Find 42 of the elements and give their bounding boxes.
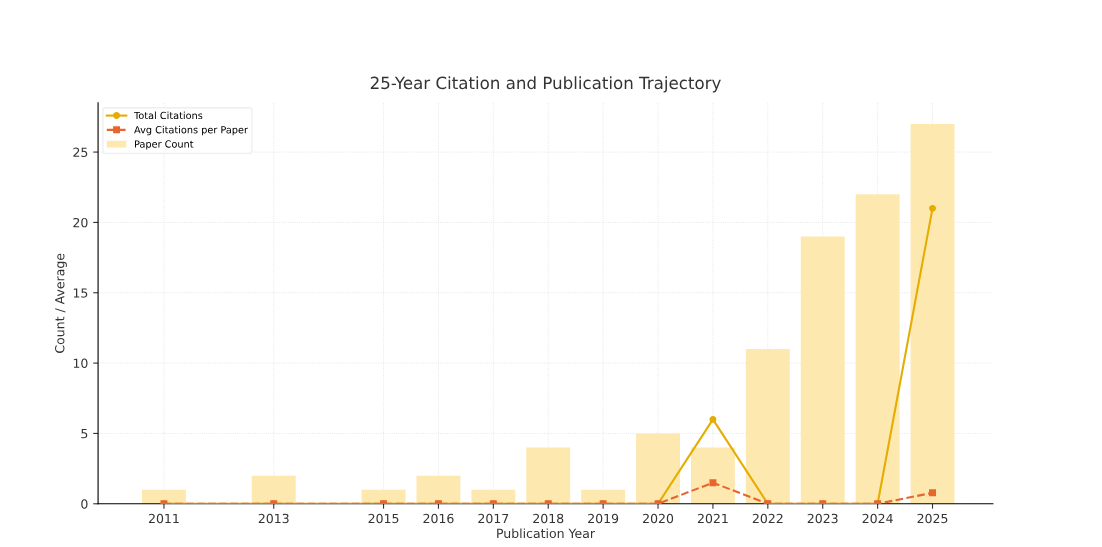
bar: [526, 447, 571, 504]
y-tick-label: 0: [81, 499, 88, 509]
x-tick-label: 2015: [368, 513, 399, 524]
x-tick-label: 2018: [533, 513, 564, 524]
point: [709, 479, 717, 487]
bar: [745, 349, 790, 504]
bar: [142, 489, 186, 504]
x-tick-label: 2017: [478, 513, 509, 524]
bar: [800, 236, 845, 504]
bar: [416, 475, 461, 504]
y-tick-label: 25: [73, 147, 88, 157]
x-tick-label: 2013: [258, 513, 289, 524]
bar: [251, 475, 296, 504]
x-tick-label: 2023: [807, 513, 838, 524]
y-tick-label: 5: [81, 429, 88, 439]
x-tick-label: 2011: [148, 513, 179, 524]
x-tick-label: 2022: [752, 513, 783, 524]
point: [709, 415, 717, 423]
y-tick-label: 10: [73, 358, 88, 369]
chart-title: 25-Year Citation and Publication Trajectory: [370, 76, 721, 93]
legend-label: Total Citations: [134, 111, 203, 120]
bar: [690, 447, 735, 504]
point: [929, 204, 936, 212]
x-tick-label: 2020: [643, 513, 674, 524]
legend-label: Avg Citations per Paper: [134, 125, 248, 136]
y-axis-title: Count / Average: [55, 253, 67, 353]
point: [929, 489, 936, 497]
bar: [471, 489, 516, 504]
bar: [855, 194, 900, 504]
y-tick-label: 20: [73, 217, 88, 228]
legend-label: Paper Count: [135, 140, 194, 150]
bar: [910, 123, 955, 504]
x-tick-label: 2021: [697, 513, 728, 524]
x-tick-label: 2025: [917, 513, 948, 524]
x-tick-label: 2024: [862, 513, 893, 524]
y-tick-label: 15: [73, 288, 88, 298]
bar: [581, 489, 626, 504]
x-axis-title: Publication Year: [497, 528, 596, 539]
x-tick-label: 2016: [423, 513, 454, 524]
bar: [636, 433, 680, 504]
bar: [361, 489, 406, 504]
x-tick-label: 2019: [588, 513, 619, 524]
